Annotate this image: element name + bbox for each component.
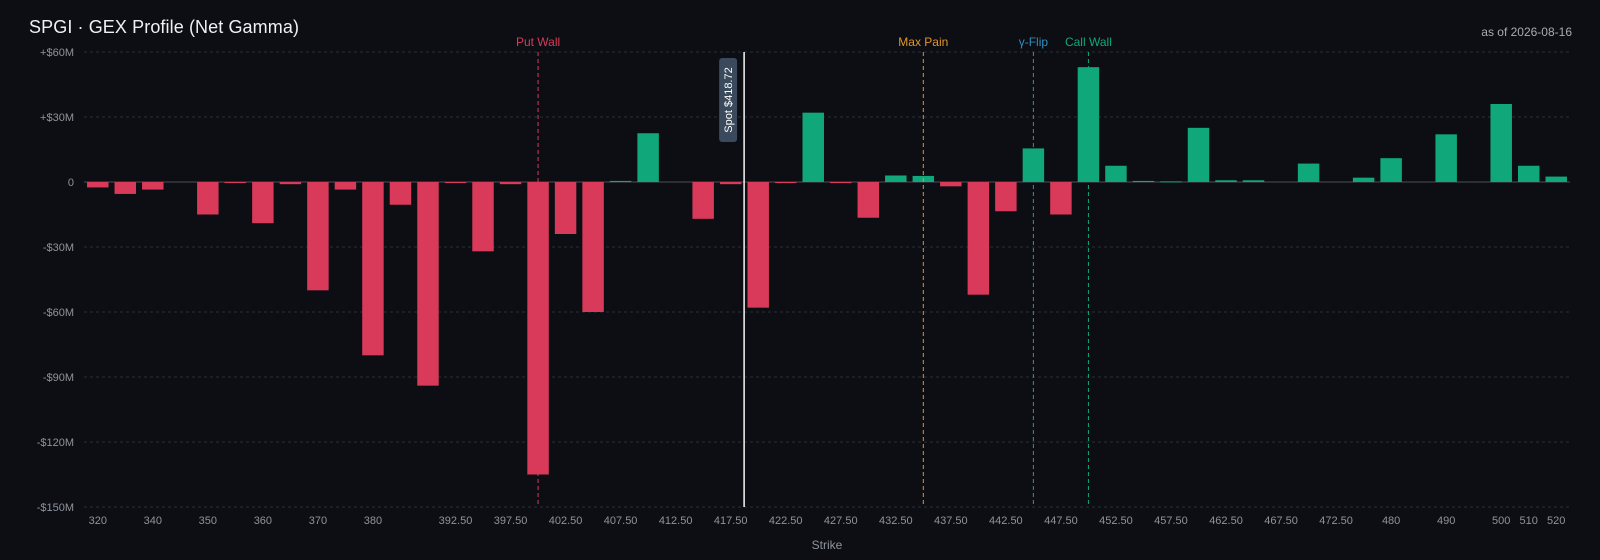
- bar-350: [197, 182, 219, 215]
- bar-452.50: [1105, 165, 1127, 182]
- bar-470: [1297, 163, 1320, 182]
- x-tick-label: 340: [144, 515, 162, 527]
- bar-320: [87, 182, 109, 188]
- bar-417.50: [719, 182, 742, 185]
- bar-465: [1242, 180, 1265, 182]
- bar-402.50: [554, 182, 577, 234]
- bar-340: [142, 182, 164, 190]
- bar-395: [472, 182, 494, 252]
- bar-455: [1132, 180, 1155, 182]
- bar-390: [417, 182, 439, 386]
- bar-427.50: [830, 182, 852, 184]
- bar-430: [857, 182, 880, 218]
- x-tick-label: 397.50: [494, 515, 528, 527]
- x-tick-label: 417.50: [714, 515, 748, 527]
- marker-label: Call Wall: [1065, 35, 1112, 49]
- bar-330: [114, 182, 137, 194]
- y-tick-label: -$60M: [43, 307, 74, 319]
- x-tick-label: 457.50: [1154, 515, 1188, 527]
- spot-label-box: [719, 58, 738, 142]
- bar-355: [224, 182, 247, 184]
- x-tick-label: 442.50: [989, 515, 1023, 527]
- bar-370: [307, 182, 329, 291]
- bar-475: [1352, 177, 1375, 182]
- bar-447.50: [1050, 182, 1072, 215]
- x-tick-label: 360: [254, 515, 272, 527]
- bar-375: [334, 182, 357, 190]
- bar-415: [692, 182, 714, 219]
- x-tick-label: 510: [1520, 515, 1538, 527]
- spot-label-text: Spot $418.72: [723, 67, 735, 132]
- x-tick-label: 320: [89, 515, 107, 527]
- bar-460: [1187, 127, 1210, 182]
- y-tick-label: -$150M: [37, 502, 74, 514]
- bar-420: [747, 182, 769, 308]
- bar-510: [1517, 165, 1540, 182]
- x-tick-label: 462.50: [1209, 515, 1243, 527]
- bar-407.50: [609, 180, 632, 182]
- x-tick-label: 447.50: [1044, 515, 1078, 527]
- bar-442.50: [995, 182, 1017, 212]
- x-tick-label: 427.50: [824, 515, 858, 527]
- x-tick-label: 500: [1492, 515, 1510, 527]
- y-tick-label: +$60M: [40, 47, 74, 59]
- x-tick-label: 480: [1382, 515, 1400, 527]
- x-tick-label: 432.50: [879, 515, 913, 527]
- x-tick-label: 437.50: [934, 515, 968, 527]
- bar-380: [362, 182, 384, 356]
- bar-440: [967, 182, 990, 295]
- x-tick-label: 392.50: [439, 515, 473, 527]
- bar-425: [802, 112, 824, 182]
- bar-385: [389, 182, 412, 205]
- chart-title: SPGI · GEX Profile (Net Gamma): [29, 17, 300, 37]
- bar-405: [582, 182, 604, 312]
- marker-label: Put Wall: [516, 35, 560, 49]
- x-tick-label: 422.50: [769, 515, 803, 527]
- bar-422.50: [774, 182, 797, 184]
- x-axis-label: Strike: [812, 538, 843, 552]
- bar-432.50: [885, 175, 907, 182]
- bar-490: [1435, 134, 1457, 182]
- bar-365: [279, 182, 302, 185]
- marker-label: Max Pain: [898, 35, 948, 49]
- bar-360: [252, 182, 274, 224]
- x-tick-label: 520: [1547, 515, 1565, 527]
- y-tick-label: -$30M: [43, 242, 74, 254]
- bar-480: [1380, 158, 1402, 182]
- bar-397.50: [499, 182, 522, 185]
- y-tick-label: -$120M: [37, 437, 74, 449]
- bar-500: [1490, 104, 1512, 182]
- x-tick-label: 472.50: [1319, 515, 1353, 527]
- bar-462.50: [1215, 180, 1237, 182]
- x-tick-label: 407.50: [604, 515, 638, 527]
- x-tick-label: 370: [309, 515, 327, 527]
- bar-457.50: [1160, 181, 1182, 183]
- x-tick-label: 412.50: [659, 515, 693, 527]
- marker-label: γ-Flip: [1019, 35, 1049, 49]
- x-tick-label: 452.50: [1099, 515, 1133, 527]
- y-tick-label: -$90M: [43, 372, 74, 384]
- bar-392.50: [444, 182, 467, 184]
- bar-520: [1545, 176, 1567, 182]
- x-tick-label: 350: [199, 515, 217, 527]
- as-of-date: as of 2026-08-16: [1481, 25, 1572, 39]
- bar-410: [637, 133, 659, 182]
- bar-437.50: [940, 182, 962, 187]
- x-tick-label: 380: [364, 515, 382, 527]
- y-tick-label: 0: [68, 177, 74, 189]
- y-tick-label: +$30M: [40, 112, 74, 124]
- x-tick-label: 467.50: [1264, 515, 1298, 527]
- x-tick-label: 490: [1437, 515, 1455, 527]
- spot-label: Spot $418.72: [719, 58, 738, 142]
- x-tick-label: 402.50: [549, 515, 583, 527]
